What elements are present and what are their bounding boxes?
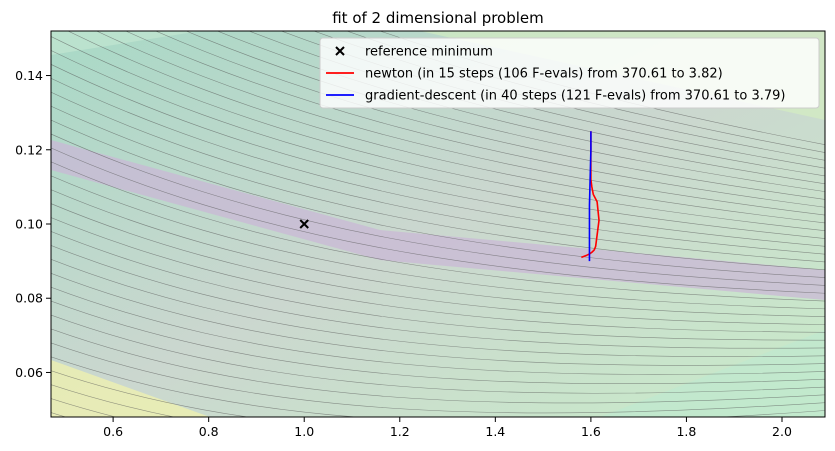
legend-label: newton (in 15 steps (106 F-evals) from 3… — [365, 67, 723, 82]
contour-line — [51, 63, 825, 247]
reference-minimum-marker — [299, 219, 309, 229]
contour-line — [51, 161, 825, 302]
x-tick-label: 0.8 — [199, 424, 219, 439]
legend-label: gradient-descent (in 40 steps (121 F-eva… — [365, 89, 785, 104]
y-tick-label: 0.12 — [15, 142, 43, 157]
x-tick-label: 1.8 — [676, 424, 696, 439]
x-tick-label: 1.4 — [485, 424, 505, 439]
contour-line — [51, 77, 825, 255]
contour-line — [51, 203, 825, 325]
x-tick-label: 1.6 — [581, 424, 601, 439]
contour-line — [51, 133, 825, 286]
y-tick-label: 0.10 — [15, 217, 43, 232]
contour-line — [51, 328, 825, 404]
contour-line — [51, 105, 825, 271]
y-axis: 0.06 0.08 0.10 0.12 0.14 — [15, 68, 51, 380]
contour-line — [154, 31, 825, 200]
legend-marker-x-icon — [335, 46, 345, 56]
contour-line — [51, 384, 176, 417]
x-axis: 0.6 0.8 1.0 1.2 1.4 1.6 1.8 2.0 — [103, 417, 792, 439]
contour-line — [51, 300, 825, 385]
x-tick-label: 0.6 — [103, 424, 123, 439]
x-tick-label: 1.0 — [294, 424, 314, 439]
legend: reference minimum newton (in 15 steps (10… — [319, 37, 820, 109]
contour-line — [51, 119, 825, 278]
legend-box — [319, 37, 820, 109]
contour-line — [51, 147, 825, 294]
contour-line — [379, 31, 825, 145]
series-layer — [581, 131, 600, 262]
contour-line — [51, 245, 825, 349]
contour-line — [51, 342, 825, 414]
series-line-gradient-descent — [588, 131, 592, 262]
legend-entry-reference-minimum: reference minimum — [335, 45, 493, 60]
contour-line — [51, 356, 825, 417]
contour-line — [95, 31, 825, 216]
legend-entry-gradient-descent: gradient-descent (in 40 steps (121 F-eva… — [326, 89, 785, 104]
contour-line — [51, 36, 825, 231]
contour-line — [51, 175, 825, 310]
reference-minimum-point — [299, 219, 309, 229]
contour-line — [51, 217, 825, 333]
contour-line — [51, 272, 825, 366]
contour-line — [51, 231, 825, 341]
x-tick-label: 1.2 — [390, 424, 410, 439]
contour-line — [51, 91, 825, 263]
contour-line — [51, 370, 250, 417]
contour-line — [51, 286, 825, 375]
contour-line — [51, 50, 825, 239]
chart-title: fit of 2 dimensional problem — [332, 9, 544, 27]
contour-line — [67, 31, 825, 224]
contour-line — [125, 31, 825, 208]
legend-label: reference minimum — [365, 45, 493, 60]
y-tick-label: 0.08 — [15, 291, 43, 306]
contour-line — [51, 258, 825, 357]
legend-entry-newton: newton (in 15 steps (106 F-evals) from 3… — [326, 67, 723, 82]
contour-line — [51, 189, 825, 317]
y-tick-label: 0.14 — [15, 68, 43, 83]
contour-line — [51, 314, 825, 394]
y-tick-label: 0.06 — [15, 365, 43, 380]
x-tick-label: 2.0 — [772, 424, 792, 439]
